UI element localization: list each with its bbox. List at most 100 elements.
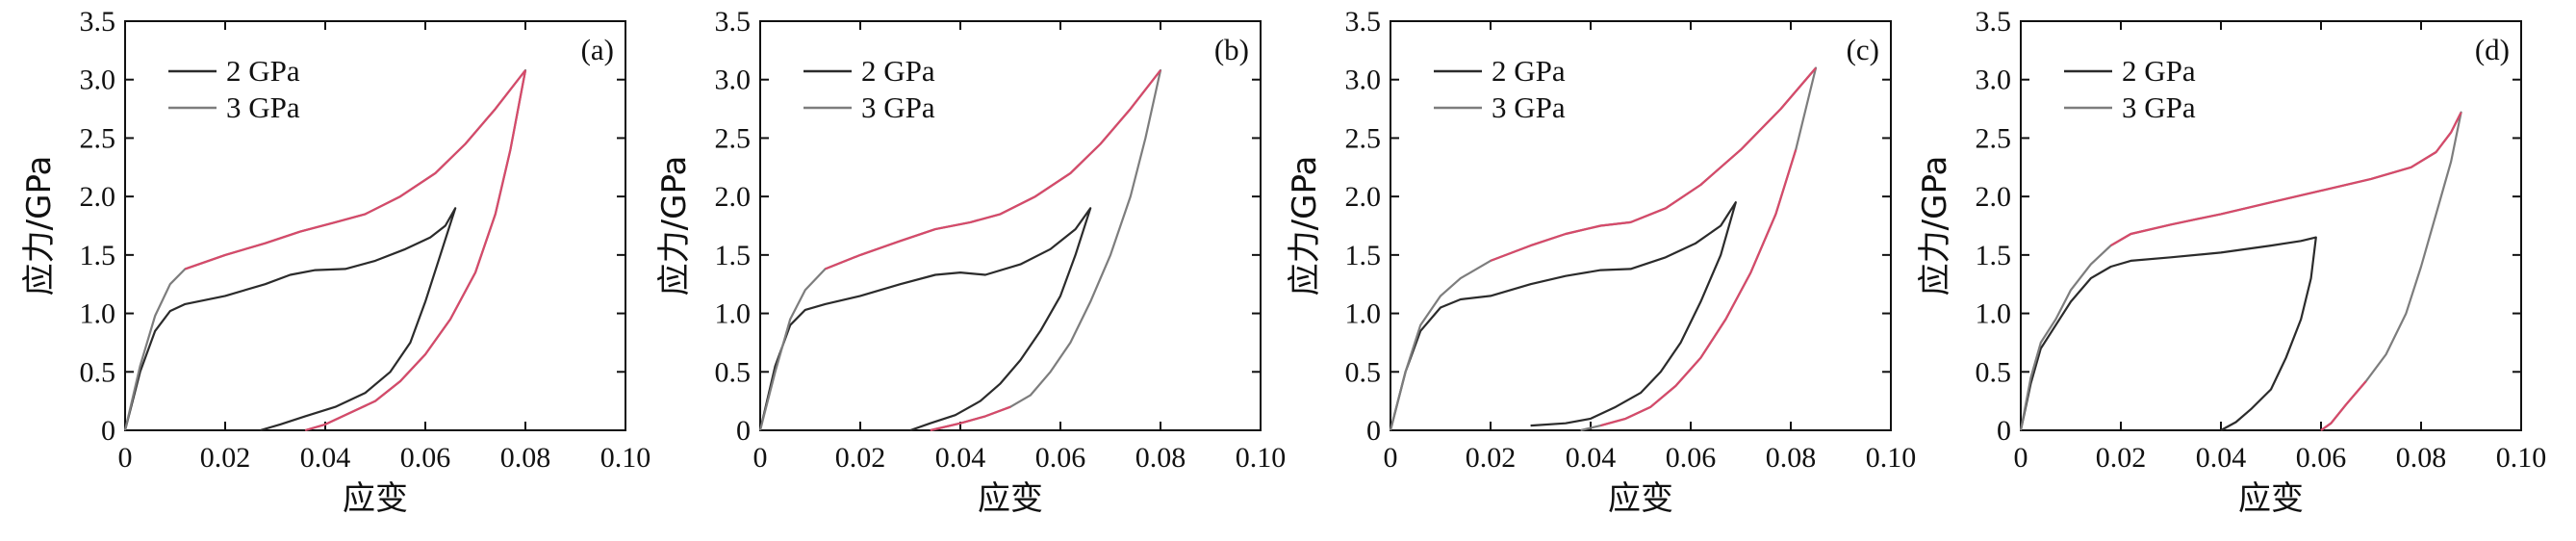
y-tick-label: 0: [1997, 415, 2011, 447]
y-tick-label: 0.5: [715, 356, 752, 388]
y-axis-title: 应力/GPa: [1916, 156, 1954, 296]
y-tick-label: 2.0: [1345, 181, 1382, 213]
y-tick-label: 0.5: [80, 356, 116, 388]
y-tick-label: 0: [1366, 415, 1381, 447]
panel-label: (b): [1214, 33, 1249, 66]
series-highlight-unloading: [304, 69, 527, 432]
chart-panel-3: 0 0.02 0.04 0.06 0.08 0.10 0 0.5 1.0 1.5 2.0 2.5 3.0…: [1286, 6, 1916, 518]
y-tick-label: 2.5: [715, 122, 752, 154]
chart-panel-1: 0 0.02 0.04 0.06 0.08 0.10 0 0.5 1.0 1.5 2.0 2.5 3.0…: [20, 6, 650, 518]
series-highlight-unloading: [2320, 380, 2367, 431]
y-axis-title: 应力/GPa: [1286, 156, 1324, 296]
legend-label: 2 GPa: [2122, 54, 2196, 88]
x-tick-label: 0.08: [1135, 442, 1186, 474]
series-line-2gpa: [1389, 201, 1737, 431]
y-tick-label: 3.5: [1976, 6, 2012, 38]
y-tick-label: 0.5: [1345, 356, 1382, 388]
x-tick-label: 0.02: [1466, 442, 1517, 474]
y-tick-label: 3.5: [715, 6, 752, 38]
y-tick-label: 2.5: [1345, 122, 1382, 154]
y-tick-label: 1.5: [715, 240, 752, 271]
legend-label: 3 GPa: [1492, 90, 1566, 124]
x-tick-label: 0.10: [2496, 442, 2547, 474]
x-tick-label: 0.10: [600, 442, 651, 474]
x-axis-title: 应变: [978, 479, 1043, 518]
y-tick-label: 2.5: [1976, 122, 2012, 154]
x-tick-label: 0: [753, 442, 768, 474]
x-tick-label: 0.08: [2396, 442, 2447, 474]
y-axis-title: 应力/GPa: [655, 156, 694, 296]
series-highlight-unloading: [1600, 149, 1798, 427]
y-axis-title: 应力/GPa: [20, 156, 59, 296]
x-tick-label: 0.06: [2296, 442, 2347, 474]
legend-label: 3 GPa: [226, 90, 300, 124]
x-tick-label: 0: [118, 442, 133, 474]
series-line-2gpa: [123, 207, 457, 432]
series-highlight-loading: [825, 69, 1161, 270]
series-highlight-loading: [2110, 112, 2462, 247]
y-tick-label: 1.0: [80, 298, 116, 330]
y-tick-label: 1.5: [80, 240, 116, 271]
series-highlight-loading: [185, 69, 526, 270]
x-axis-title: 应变: [343, 479, 408, 518]
chart-panel-2: 0 0.02 0.04 0.06 0.08 0.10 0 0.5 1.0 1.5 2.0 2.5 3.0…: [655, 6, 1286, 518]
x-tick-label: 0.10: [1236, 442, 1287, 474]
x-tick-label: 0.04: [1566, 442, 1617, 474]
x-axis-title: 应变: [2238, 479, 2304, 518]
y-tick-label: 3.5: [80, 6, 116, 38]
x-tick-label: 0.08: [1766, 442, 1817, 474]
x-tick-label: 0.10: [1866, 442, 1917, 474]
x-tick-label: 0: [2014, 442, 2028, 474]
y-tick-label: 1.5: [1976, 240, 2012, 271]
series-highlight-unloading: [930, 405, 1011, 432]
y-tick-label: 2.5: [80, 122, 116, 154]
y-tick-label: 3.0: [80, 64, 116, 96]
legend-label: 2 GPa: [861, 54, 935, 88]
y-tick-label: 2.0: [1976, 181, 2012, 213]
y-tick-label: 0: [101, 415, 115, 447]
legend-label: 2 GPa: [1492, 54, 1566, 88]
x-tick-label: 0: [1384, 442, 1398, 474]
panel-label: (d): [2475, 33, 2510, 66]
series-line-2gpa: [758, 207, 1092, 432]
x-tick-label: 0.02: [835, 442, 886, 474]
panel-label: (a): [581, 33, 614, 66]
x-tick-label: 0.02: [2096, 442, 2147, 474]
x-tick-label: 0.04: [2196, 442, 2247, 474]
series-highlight-loading: [1490, 66, 1817, 262]
x-tick-label: 0.08: [500, 442, 551, 474]
legend-label: 3 GPa: [861, 90, 935, 124]
series-line-2gpa: [2019, 236, 2317, 431]
x-axis-title: 应变: [1608, 479, 1673, 518]
x-tick-label: 0.04: [935, 442, 986, 474]
panel-label: (c): [1847, 33, 1879, 66]
plot-frame: [2020, 20, 2522, 431]
plot-frame: [124, 20, 626, 431]
x-tick-label: 0.04: [300, 442, 351, 474]
chart-panel-4: 0 0.02 0.04 0.06 0.08 0.10 0 0.5 1.0 1.5 2.0 2.5 3.0…: [1916, 6, 2546, 518]
plot-frame: [759, 20, 1262, 431]
x-tick-label: 0.06: [1666, 442, 1717, 474]
y-tick-label: 3.0: [1345, 64, 1382, 96]
series-line-3gpa: [1389, 66, 1818, 432]
legend-label: 3 GPa: [2122, 90, 2196, 124]
y-tick-label: 1.0: [1976, 298, 2012, 330]
y-tick-label: 2.0: [80, 181, 116, 213]
y-tick-label: 3.0: [715, 64, 752, 96]
x-tick-label: 0.06: [1035, 442, 1086, 474]
legend-label: 2 GPa: [226, 54, 300, 88]
x-tick-label: 0.02: [200, 442, 251, 474]
y-tick-label: 0: [736, 415, 751, 447]
y-tick-label: 2.0: [715, 181, 752, 213]
y-tick-label: 1.0: [1345, 298, 1382, 330]
series-line-3gpa: [758, 68, 1162, 432]
y-tick-label: 3.0: [1976, 64, 2012, 96]
series-line-3gpa: [2019, 111, 2462, 431]
y-tick-label: 0.5: [1976, 356, 2012, 388]
y-tick-label: 3.5: [1345, 6, 1382, 38]
plot-frame: [1390, 20, 1892, 431]
y-tick-label: 1.5: [1345, 240, 1382, 271]
series-line-3gpa: [123, 68, 527, 432]
